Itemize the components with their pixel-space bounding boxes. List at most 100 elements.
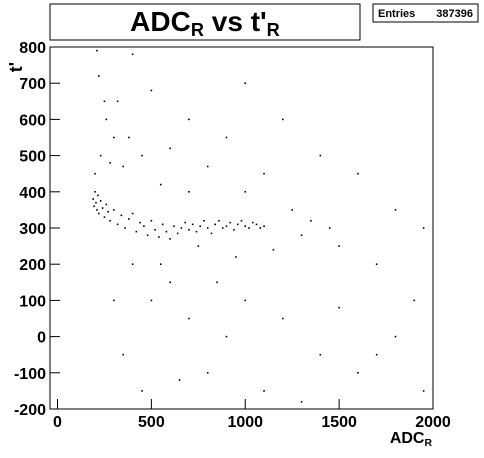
- point: [95, 201, 97, 204]
- point: [131, 53, 134, 56]
- point: [282, 118, 284, 121]
- point: [161, 223, 164, 226]
- point: [240, 219, 243, 222]
- subscript: R: [424, 438, 432, 449]
- point: [103, 100, 106, 103]
- point: [225, 225, 228, 227]
- point: [150, 89, 153, 92]
- plot-frame: [49, 46, 434, 410]
- point: [141, 154, 143, 157]
- point: [206, 227, 209, 229]
- point: [272, 248, 275, 251]
- point: [141, 390, 143, 392]
- point: [96, 209, 98, 211]
- point: [291, 209, 293, 211]
- text-part: vs t': [204, 6, 267, 37]
- point: [375, 353, 378, 356]
- point: [173, 225, 175, 227]
- point: [338, 245, 340, 247]
- point: [203, 219, 205, 222]
- point: [394, 335, 397, 338]
- point: [233, 229, 235, 231]
- point: [128, 218, 130, 220]
- y-tick-label: 800: [19, 40, 46, 57]
- point: [197, 245, 200, 247]
- y-tick-label: 700: [19, 76, 46, 93]
- point: [319, 353, 322, 356]
- stats-label: Entries: [378, 8, 415, 20]
- point: [263, 390, 265, 392]
- point: [150, 299, 153, 302]
- point: [103, 216, 106, 218]
- point: [98, 75, 100, 77]
- point: [206, 165, 209, 168]
- point: [178, 379, 181, 381]
- point: [236, 223, 239, 226]
- point: [93, 205, 95, 208]
- point: [113, 299, 115, 302]
- point: [214, 223, 217, 226]
- stats-box: [372, 3, 479, 23]
- point: [282, 317, 284, 320]
- point: [92, 198, 94, 200]
- point: [169, 147, 171, 150]
- point: [101, 207, 104, 209]
- point: [99, 200, 102, 202]
- x-tick-label: 1500: [321, 414, 357, 431]
- point: [113, 136, 115, 139]
- point: [135, 230, 138, 233]
- point: [154, 229, 156, 231]
- point: [263, 172, 265, 175]
- point: [235, 256, 237, 258]
- point: [139, 221, 141, 224]
- point: [328, 227, 331, 229]
- point: [375, 263, 378, 265]
- point: [159, 263, 162, 265]
- subscript: R: [267, 20, 280, 40]
- x-tick-label: 500: [138, 414, 165, 431]
- point: [218, 219, 220, 222]
- y-tick-label: -200: [14, 402, 46, 419]
- point: [244, 299, 247, 302]
- point: [413, 299, 416, 302]
- point: [122, 353, 125, 356]
- y-tick-label: -100: [14, 366, 46, 383]
- y-tick-label: 300: [19, 221, 46, 238]
- point: [158, 236, 160, 238]
- y-tick-label: 100: [19, 293, 46, 310]
- text-part: ADC: [130, 6, 191, 37]
- point: [169, 281, 171, 284]
- point: [109, 219, 111, 222]
- point: [338, 306, 340, 309]
- point: [357, 172, 359, 175]
- point: [94, 172, 96, 175]
- point: [105, 118, 108, 121]
- title-box: [49, 3, 361, 41]
- point: [422, 227, 425, 229]
- point: [188, 229, 190, 231]
- y-tick-label: 500: [19, 149, 46, 166]
- point: [225, 335, 228, 338]
- point: [394, 209, 397, 211]
- y-tick-label: 0: [37, 330, 46, 347]
- point: [107, 210, 110, 213]
- point: [199, 225, 201, 227]
- point: [357, 372, 359, 374]
- point: [244, 191, 247, 193]
- point: [210, 232, 213, 235]
- point: [251, 221, 254, 224]
- point: [169, 238, 171, 240]
- x-tick-label: 1000: [227, 414, 263, 431]
- point: [216, 281, 218, 284]
- point: [99, 154, 102, 157]
- point: [188, 118, 190, 121]
- point: [188, 191, 190, 193]
- point: [206, 372, 209, 374]
- point: [94, 191, 96, 193]
- point: [319, 154, 322, 157]
- point: [124, 227, 126, 229]
- point: [191, 223, 194, 226]
- point: [131, 212, 134, 215]
- point: [229, 221, 232, 224]
